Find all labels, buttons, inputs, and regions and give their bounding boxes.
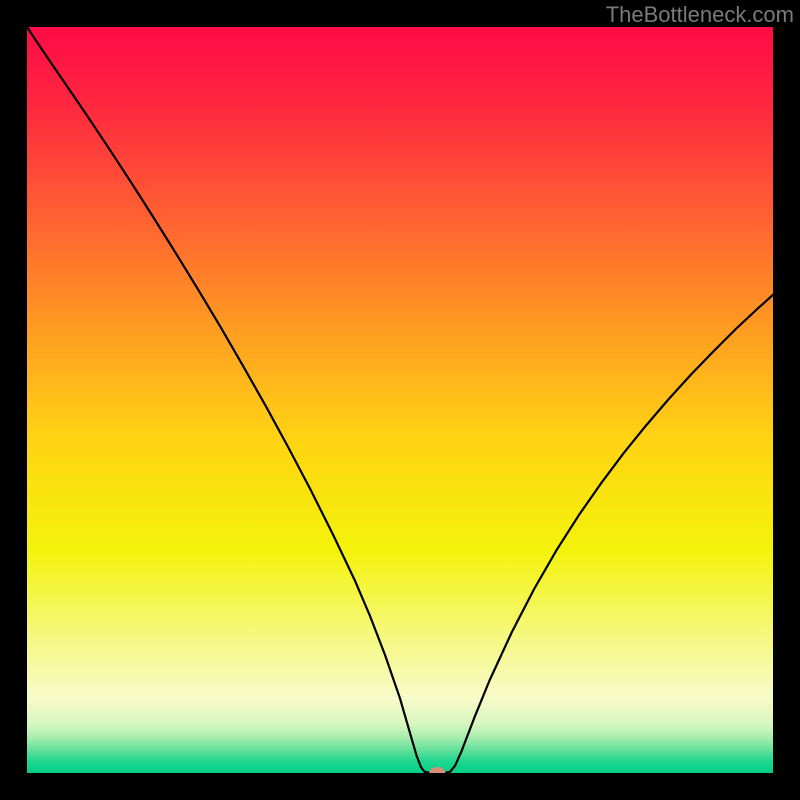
chart-container: TheBottleneck.com xyxy=(0,0,800,800)
bottleneck-chart-svg xyxy=(27,27,773,773)
plot-area xyxy=(27,27,773,773)
gradient-background xyxy=(27,27,773,773)
watermark-text: TheBottleneck.com xyxy=(606,2,794,28)
